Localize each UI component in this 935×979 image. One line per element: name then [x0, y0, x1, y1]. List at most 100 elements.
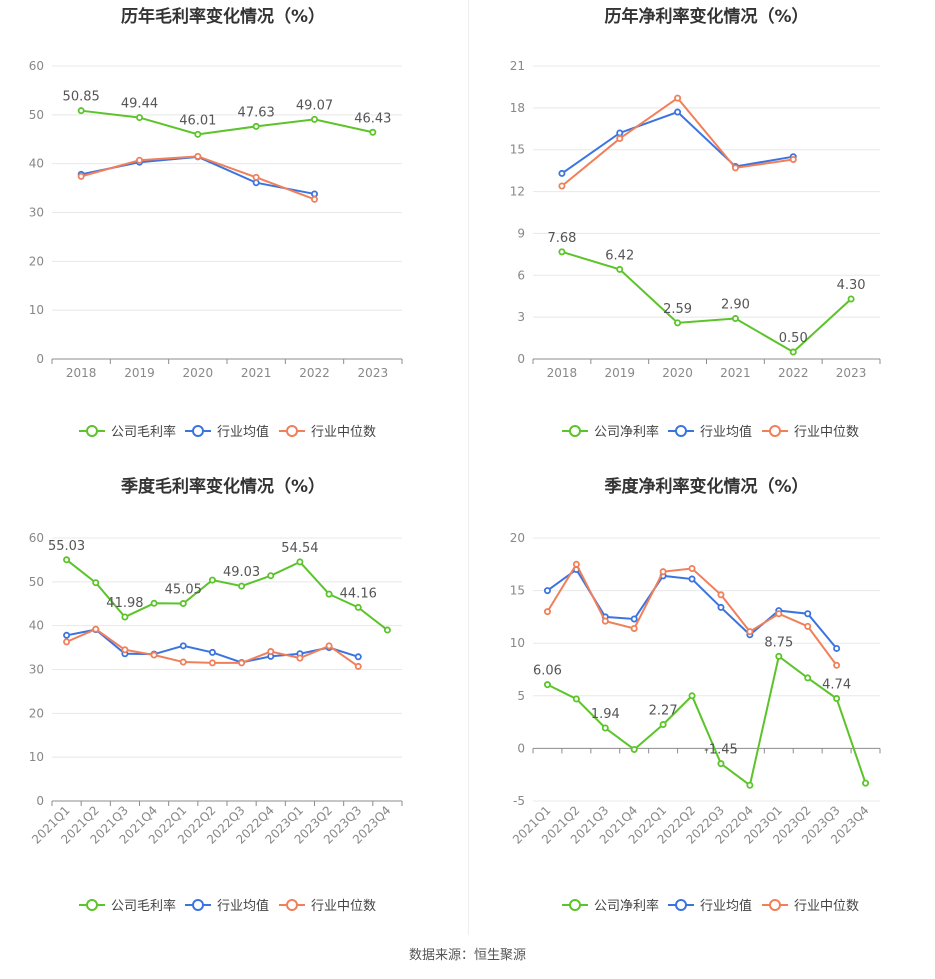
x-tick-label: 2023 — [836, 366, 867, 380]
data-point-company — [717, 760, 725, 768]
x-tick-label: 2019 — [604, 366, 635, 380]
legend-item-company: 公司净利率 — [562, 424, 659, 440]
data-point-company — [325, 590, 333, 598]
data-point-company — [731, 315, 739, 323]
data-point-company — [616, 265, 624, 273]
data-point-company — [630, 745, 638, 753]
y-tick-label: 20 — [29, 254, 44, 268]
data-point-industry_avg — [804, 610, 812, 618]
data-point-company — [179, 600, 187, 608]
data-point-company — [310, 115, 318, 123]
data-point-company — [833, 695, 841, 703]
data-point-company — [572, 695, 580, 703]
data-point-company — [601, 724, 609, 732]
legend-label: 公司净利率 — [594, 424, 659, 440]
data-label: 2.59 — [663, 302, 692, 317]
data-point-company — [746, 781, 754, 789]
data-point-industry_avg — [179, 642, 187, 650]
quarterly-gross-margin-chart: 季度毛利率变化情况（%）01020304050602021Q12021Q2202… — [29, 476, 403, 914]
x-tick-label: 2022 — [299, 366, 330, 380]
data-point-industry_median — [775, 610, 783, 618]
data-point-industry_median — [252, 173, 260, 181]
data-point-industry_median — [688, 565, 696, 573]
x-tick-label: 2019 — [124, 366, 155, 380]
y-tick-label: 5 — [517, 689, 525, 703]
y-tick-label: 30 — [29, 663, 44, 677]
data-point-industry_avg — [208, 648, 216, 656]
data-point-industry_median — [674, 94, 682, 102]
data-point-industry_avg — [252, 179, 260, 187]
data-label: 6.42 — [605, 248, 634, 263]
data-label: 0.50 — [779, 331, 808, 346]
data-point-industry_median — [179, 658, 187, 666]
legend-item-company: 公司毛利率 — [79, 424, 176, 440]
data-point-industry_median — [746, 628, 754, 636]
data-point-industry_median — [717, 591, 725, 599]
data-point-industry_median — [558, 182, 566, 190]
data-point-industry_median — [789, 155, 797, 163]
data-point-company — [862, 779, 870, 787]
x-tick-label: 2018 — [66, 366, 97, 380]
legend-label: 公司毛利率 — [111, 898, 176, 914]
y-tick-label: 18 — [510, 101, 525, 115]
vertical-divider — [468, 0, 469, 935]
legend-label: 行业均值 — [217, 898, 269, 914]
legend-label: 行业中位数 — [794, 425, 859, 440]
data-point-industry_median — [194, 152, 202, 160]
legend-label: 行业中位数 — [311, 899, 376, 914]
y-tick-label: 10 — [510, 636, 525, 650]
y-tick-label: 20 — [510, 531, 525, 545]
y-tick-label: 21 — [510, 59, 525, 73]
data-label: 6.06 — [533, 664, 562, 679]
data-point-company — [789, 348, 797, 356]
data-point-company — [208, 576, 216, 584]
y-tick-label: 6 — [517, 268, 525, 282]
data-label: 46.01 — [179, 113, 216, 128]
y-tick-label: 50 — [29, 108, 44, 122]
legend-swatch-marker — [569, 899, 581, 911]
data-label: 2.27 — [649, 704, 678, 719]
data-point-industry_avg — [63, 631, 71, 639]
legend-item-industry_median: 行业中位数 — [762, 425, 859, 440]
data-point-industry_avg — [616, 129, 624, 137]
series-line-company — [81, 109, 374, 136]
data-point-industry_median — [325, 642, 333, 650]
x-tick-label: 2018 — [547, 366, 578, 380]
data-point-industry_median — [630, 624, 638, 632]
legend-swatch-marker — [569, 425, 581, 437]
legend-swatch-marker — [86, 425, 98, 437]
data-point-industry_avg — [354, 653, 362, 661]
data-point-company — [121, 613, 129, 621]
y-tick-label: 50 — [29, 575, 44, 589]
legend-item-industry_avg: 行业均值 — [668, 424, 752, 440]
data-point-company — [804, 674, 812, 682]
legend-item-industry_avg: 行业均值 — [185, 898, 269, 914]
data-point-industry_median — [135, 156, 143, 164]
data-point-company — [369, 128, 377, 136]
data-point-industry_avg — [558, 169, 566, 177]
data-point-industry_median — [77, 172, 85, 180]
y-tick-label: 15 — [510, 143, 525, 157]
series-line-company — [65, 558, 389, 631]
y-tick-label: 40 — [29, 619, 44, 633]
chart-title: 历年毛利率变化情况（%） — [121, 6, 325, 27]
legend-label: 行业均值 — [700, 898, 752, 914]
x-tick-label: 2020 — [662, 366, 693, 380]
data-point-company — [659, 721, 667, 729]
data-point-industry_median — [833, 661, 841, 669]
x-tick-label: 2023 — [358, 366, 389, 380]
legend-item-industry_avg: 行业均值 — [185, 424, 269, 440]
y-tick-label: 10 — [29, 303, 44, 317]
data-source-footer: 数据来源：恒生聚源 — [408, 948, 526, 963]
data-label: 4.74 — [822, 678, 851, 693]
x-tick-label: 2021 — [241, 366, 272, 380]
legend-swatch-marker — [192, 899, 204, 911]
data-point-industry_median — [267, 648, 275, 656]
legend-swatch-marker — [769, 899, 781, 911]
y-tick-label: 0 — [517, 741, 525, 755]
y-tick-label: 15 — [510, 584, 525, 598]
data-point-industry_avg — [688, 575, 696, 583]
legend-item-industry_median: 行业中位数 — [279, 425, 376, 440]
series-line-industry_median — [80, 155, 315, 201]
data-label: 4.30 — [837, 278, 866, 293]
